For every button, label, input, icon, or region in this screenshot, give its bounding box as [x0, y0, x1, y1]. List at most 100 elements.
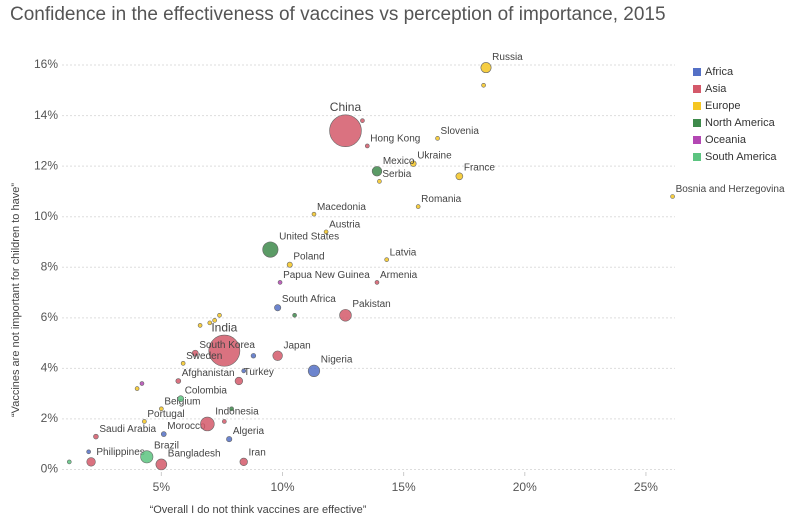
point-label: China [330, 100, 362, 114]
point-label: Iran [249, 448, 266, 459]
legend-label: South America [705, 151, 777, 163]
bubble [262, 241, 279, 258]
point-label: Pakistan [352, 299, 390, 310]
point-label: Macedonia [317, 202, 366, 213]
bubble [272, 350, 283, 361]
point-label: Morocco [167, 421, 206, 432]
point-label: Russia [492, 52, 523, 63]
point-label: Philippines [96, 447, 144, 458]
point-label: Poland [293, 252, 324, 263]
bubble [155, 458, 168, 471]
bubble [277, 280, 283, 285]
bubble [239, 457, 248, 467]
bubble [292, 312, 297, 318]
point-label: Algeria [233, 426, 265, 437]
bubble [229, 406, 234, 412]
bubble [339, 309, 352, 322]
bubble [93, 433, 99, 440]
bubble [140, 450, 154, 464]
bubble [197, 323, 203, 328]
x-tick-label: 20% [513, 480, 537, 494]
point-label: Latvia [390, 247, 417, 258]
bubble [274, 304, 282, 312]
point-label: Romania [421, 194, 461, 205]
bubble [134, 386, 140, 391]
legend-label: Asia [705, 83, 727, 95]
point-label: Japan [283, 341, 310, 352]
point-label: Portugal [147, 409, 184, 420]
point-label: Serbia [382, 169, 411, 180]
y-tick-label: 0% [41, 462, 59, 476]
y-tick-label: 6% [41, 310, 59, 324]
bubble [311, 211, 317, 217]
point-label: South Korea [199, 340, 255, 351]
bubble [329, 114, 362, 147]
point-label: Hong Kong [370, 134, 420, 145]
chart-title: Confidence in the effectiveness of vacci… [10, 4, 666, 25]
bubble [377, 179, 382, 184]
bubble [323, 229, 329, 235]
point-label: Saudi Arabia [99, 424, 156, 435]
bubble [86, 457, 96, 467]
bubble [217, 312, 222, 318]
x-tick-label: 5% [153, 480, 171, 494]
bubble [480, 62, 492, 74]
bubble [481, 82, 486, 88]
bubble [139, 381, 145, 386]
legend-label: Africa [705, 66, 734, 78]
point-label: France [464, 162, 496, 173]
y-tick-label: 8% [41, 259, 59, 273]
point-label: Turkey [244, 367, 274, 378]
bubble [177, 395, 185, 402]
point-label: Bosnia and Herzegovina [676, 184, 785, 195]
bubble [175, 378, 182, 384]
point-label: Colombia [185, 385, 228, 396]
y-tick-label: 12% [34, 158, 58, 172]
point-label: India [211, 320, 237, 334]
point-label: Mexico [383, 156, 415, 167]
point-label: United States [279, 232, 339, 243]
point-label: Slovenia [441, 126, 480, 137]
x-tick-label: 25% [634, 480, 658, 494]
point-label: South Africa [282, 294, 336, 305]
point-label: Afghanistan [182, 368, 235, 379]
bubble [371, 166, 383, 177]
y-axis-label: “Vaccines are not important for children… [10, 183, 22, 417]
legend-label: North America [705, 117, 776, 129]
point-label: Ukraine [417, 150, 452, 161]
bubble [374, 280, 380, 285]
y-tick-label: 14% [34, 108, 58, 122]
legend-label: Oceania [705, 134, 747, 146]
x-tick-label: 10% [270, 480, 294, 494]
point-label: Austria [329, 220, 361, 231]
bubble [159, 406, 164, 412]
legend-swatch [693, 153, 701, 161]
legend-label: Europe [705, 100, 740, 112]
bubble [364, 143, 370, 149]
bubble [234, 376, 243, 386]
bubble [222, 419, 227, 424]
bubble [226, 436, 233, 443]
bubble [212, 318, 217, 323]
legend-swatch [693, 68, 701, 76]
bubble [241, 368, 247, 374]
bubble [250, 353, 257, 359]
bubble [180, 361, 186, 366]
legend-swatch [693, 85, 701, 93]
bubble [208, 334, 241, 367]
bubble [384, 257, 389, 262]
y-tick-label: 16% [34, 57, 58, 71]
point-label: Belgium [164, 396, 200, 407]
point-label: Brazil [154, 440, 179, 451]
bubble [415, 204, 421, 209]
y-tick-label: 2% [41, 411, 59, 425]
bubble [410, 160, 417, 167]
point-label: Nigeria [321, 355, 353, 366]
y-tick-label: 4% [41, 361, 59, 375]
bubble [360, 118, 365, 123]
bubble [307, 364, 321, 377]
bubble [286, 261, 293, 268]
bubble [142, 419, 147, 424]
